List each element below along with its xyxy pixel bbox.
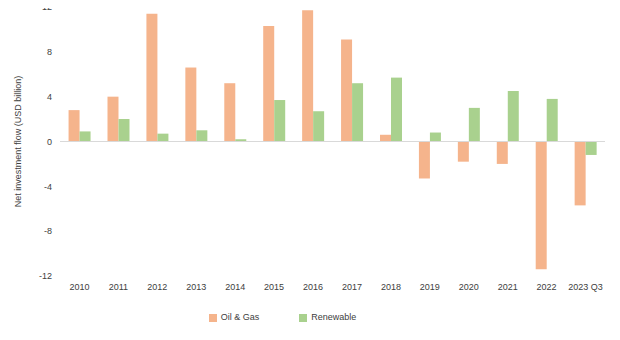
svg-text:-12: -12 xyxy=(39,271,52,281)
svg-text:2020: 2020 xyxy=(459,282,479,292)
svg-text:2016: 2016 xyxy=(303,282,323,292)
svg-text:4: 4 xyxy=(47,92,52,102)
svg-text:2021: 2021 xyxy=(498,282,518,292)
svg-text:2012: 2012 xyxy=(147,282,167,292)
svg-text:12: 12 xyxy=(42,8,52,12)
svg-text:-8: -8 xyxy=(44,226,52,236)
svg-text:2022: 2022 xyxy=(537,282,557,292)
svg-text:2013: 2013 xyxy=(186,282,206,292)
svg-text:2018: 2018 xyxy=(381,282,401,292)
svg-text:2023 Q3: 2023 Q3 xyxy=(568,282,603,292)
svg-text:2014: 2014 xyxy=(225,282,245,292)
svg-text:2010: 2010 xyxy=(69,282,89,292)
svg-text:8: 8 xyxy=(47,47,52,57)
svg-text:-4: -4 xyxy=(44,182,52,192)
svg-text:0: 0 xyxy=(47,137,52,147)
svg-text:Net investment flow (USD billi: Net investment flow (USD billion) xyxy=(13,76,23,208)
html-text:Oil & Gas: Oil & Gas xyxy=(220,312,260,322)
svg-text:2019: 2019 xyxy=(420,282,440,292)
svg-text:2011: 2011 xyxy=(109,282,128,292)
svg-text:2017: 2017 xyxy=(342,282,362,292)
html-text:Renewable: Renewable xyxy=(311,312,357,322)
svg-text:2015: 2015 xyxy=(264,282,284,292)
